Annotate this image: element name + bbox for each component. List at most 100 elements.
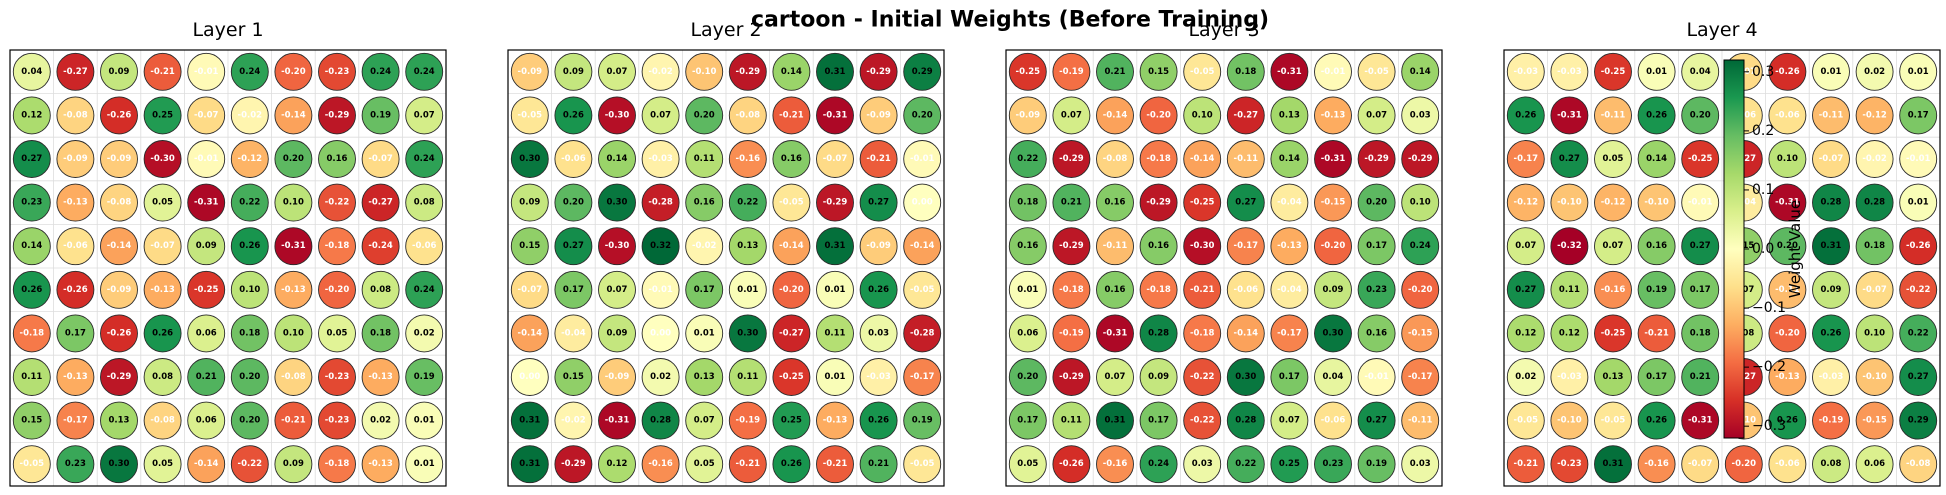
colorbar-tick-label: −0.2 xyxy=(1752,359,1786,375)
weight-dot xyxy=(274,183,313,222)
weight-dot xyxy=(143,270,182,309)
weight-dot xyxy=(1357,445,1396,484)
weight-value-label: 0.20 xyxy=(239,372,260,382)
weight-value-label: 0.06 xyxy=(1017,328,1038,338)
weight-dot xyxy=(1139,140,1178,178)
weight-dot xyxy=(728,227,767,266)
weight-value-label: -0.02 xyxy=(561,416,586,426)
weight-dot xyxy=(685,401,724,440)
weight-value-label: -0.21 xyxy=(281,416,306,426)
weight-value-label: 0.05 xyxy=(1017,459,1038,469)
weight-value-label: 0.11 xyxy=(737,372,758,382)
weight-dot xyxy=(230,52,269,91)
weight-dot xyxy=(1226,52,1265,91)
weight-dot xyxy=(1401,401,1440,440)
weight-dot xyxy=(1008,96,1047,135)
weight-value-label: 0.10 xyxy=(1777,154,1798,164)
weight-value-label: -0.09 xyxy=(1016,110,1041,120)
weight-value-label: -0.20 xyxy=(1146,110,1171,120)
weight-dot xyxy=(1855,270,1894,309)
weight-value-label: -0.22 xyxy=(1906,285,1931,295)
panel-title: Layer 3 xyxy=(1188,19,1259,41)
weight-dot xyxy=(1768,314,1807,353)
weight-dot xyxy=(1183,270,1222,309)
weight-dot xyxy=(1899,52,1938,91)
weight-value-label: 0.19 xyxy=(1366,459,1387,469)
weight-dot xyxy=(728,96,767,135)
weight-dot xyxy=(1812,270,1850,309)
weight-value-label: 0.06 xyxy=(196,416,217,426)
weight-value-label: 0.26 xyxy=(781,459,802,469)
weight-dot xyxy=(1052,96,1091,135)
weight-value-label: -0.13 xyxy=(823,416,848,426)
weight-value-label: 0.22 xyxy=(737,198,758,208)
weight-value-label: 0.27 xyxy=(1908,372,1929,382)
weight-dot xyxy=(1594,183,1632,222)
weight-dot xyxy=(318,401,356,440)
weight-value-label: 0.27 xyxy=(1366,416,1387,426)
weight-value-label: 0.04 xyxy=(1690,67,1711,77)
weight-value-label: -0.20 xyxy=(1408,285,1433,295)
weight-dot xyxy=(1226,358,1265,396)
weight-value-label: -0.22 xyxy=(238,459,263,469)
weight-value-label: 0.10 xyxy=(1864,328,1885,338)
weight-value-label: -0.06 xyxy=(1775,459,1800,469)
weight-dot xyxy=(56,183,95,222)
weight-value-label: 0.24 xyxy=(370,67,391,77)
weight-dot xyxy=(1681,52,1720,91)
weight-value-label: 0.30 xyxy=(1235,372,1256,382)
weight-dot xyxy=(56,445,95,484)
weight-dot xyxy=(1008,358,1047,396)
weight-dot xyxy=(1357,401,1396,440)
weight-value-label: 0.14 xyxy=(21,241,42,251)
weight-value-label: -0.29 xyxy=(325,110,350,120)
weight-dot xyxy=(859,270,898,309)
weight-dot xyxy=(816,314,854,353)
weight-dot xyxy=(598,314,636,353)
weight-value-label: -0.29 xyxy=(866,67,891,77)
weight-value-label: -0.10 xyxy=(1862,372,1887,382)
weight-dot xyxy=(1506,52,1545,91)
weight-dot xyxy=(187,358,226,396)
weight-dot xyxy=(685,445,724,484)
weight-dot xyxy=(1183,401,1222,440)
weight-value-label: -0.15 xyxy=(1321,198,1346,208)
weight-value-label: 0.31 xyxy=(519,416,540,426)
weight-dot xyxy=(1357,358,1396,396)
weight-dot xyxy=(903,227,942,266)
weight-value-label: -0.06 xyxy=(63,241,88,251)
weight-dot xyxy=(1401,445,1440,484)
weight-dot xyxy=(1183,183,1222,222)
weight-value-label: -0.14 xyxy=(910,241,935,251)
weight-value-label: 0.11 xyxy=(825,328,846,338)
weight-value-label: -0.27 xyxy=(63,67,88,77)
weight-value-label: 0.04 xyxy=(1323,372,1344,382)
weight-dot xyxy=(1052,401,1091,440)
weight-value-label: 0.17 xyxy=(1646,372,1667,382)
weight-dot xyxy=(361,140,400,178)
weight-dot xyxy=(554,445,593,484)
weight-dot xyxy=(274,358,313,396)
weight-value-label: 0.13 xyxy=(694,372,715,382)
weight-dot xyxy=(1052,183,1091,222)
weight-dot xyxy=(56,270,95,309)
panel-frame xyxy=(507,49,945,487)
weight-dot xyxy=(1270,270,1309,309)
weight-value-label: 0.07 xyxy=(1105,372,1126,382)
weight-value-label: 0.31 xyxy=(1603,459,1624,469)
weight-dot xyxy=(903,358,942,396)
weight-value-label: -0.18 xyxy=(325,459,350,469)
layer-panels: 0.04 -0.27 0.09 -0.21 -0.01 0.24 -0.20 -0.23 0.2… xyxy=(9,19,1941,487)
weight-value-label: 0.08 xyxy=(1821,459,1842,469)
weight-value-label: -0.29 xyxy=(1408,154,1433,164)
colorbar-tick-label: 0.0 xyxy=(1752,241,1774,257)
weight-dot xyxy=(361,227,400,266)
weight-value-label: -0.18 xyxy=(1146,285,1171,295)
weight-dot xyxy=(405,96,444,135)
weight-dot xyxy=(100,314,138,353)
weight-value-label: -0.30 xyxy=(605,241,630,251)
weight-value-label: -0.14 xyxy=(1190,154,1215,164)
weight-dot xyxy=(1270,227,1309,266)
weight-dot xyxy=(1899,96,1938,135)
weight-dot xyxy=(1008,183,1047,222)
